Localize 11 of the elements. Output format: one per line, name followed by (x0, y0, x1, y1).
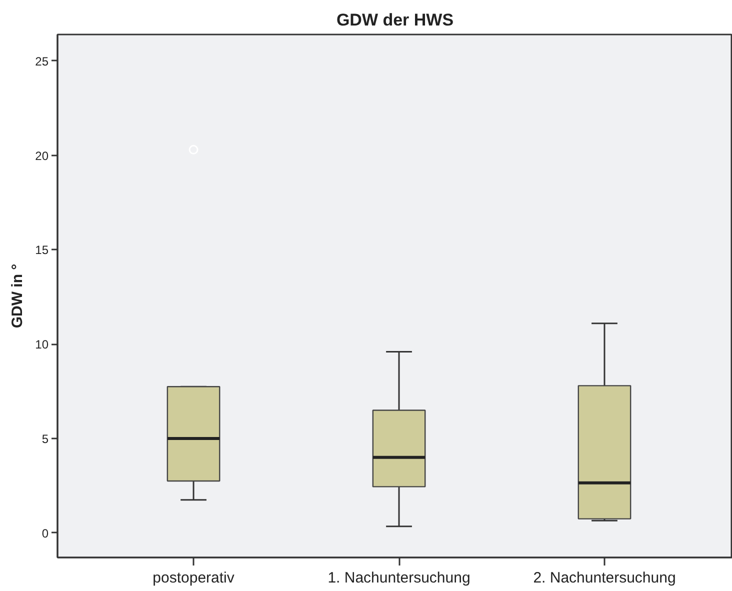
y-axis-title: GDW in ° (9, 264, 26, 328)
x-tick-label: 1. Nachuntersuchung (328, 570, 470, 586)
y-tick-label: 20 (35, 148, 49, 163)
y-tick-label: 0 (42, 526, 49, 540)
x-tick-label: 2. Nachuntersuchung (533, 570, 676, 586)
y-tick-label: 25 (35, 54, 49, 68)
x-tick-label: postoperativ (152, 570, 235, 586)
y-tick-label: 10 (35, 338, 49, 352)
y-tick-label: 15 (35, 243, 49, 258)
chart-title: GDW der HWS (336, 10, 454, 30)
y-tick-label: 5 (42, 432, 49, 446)
